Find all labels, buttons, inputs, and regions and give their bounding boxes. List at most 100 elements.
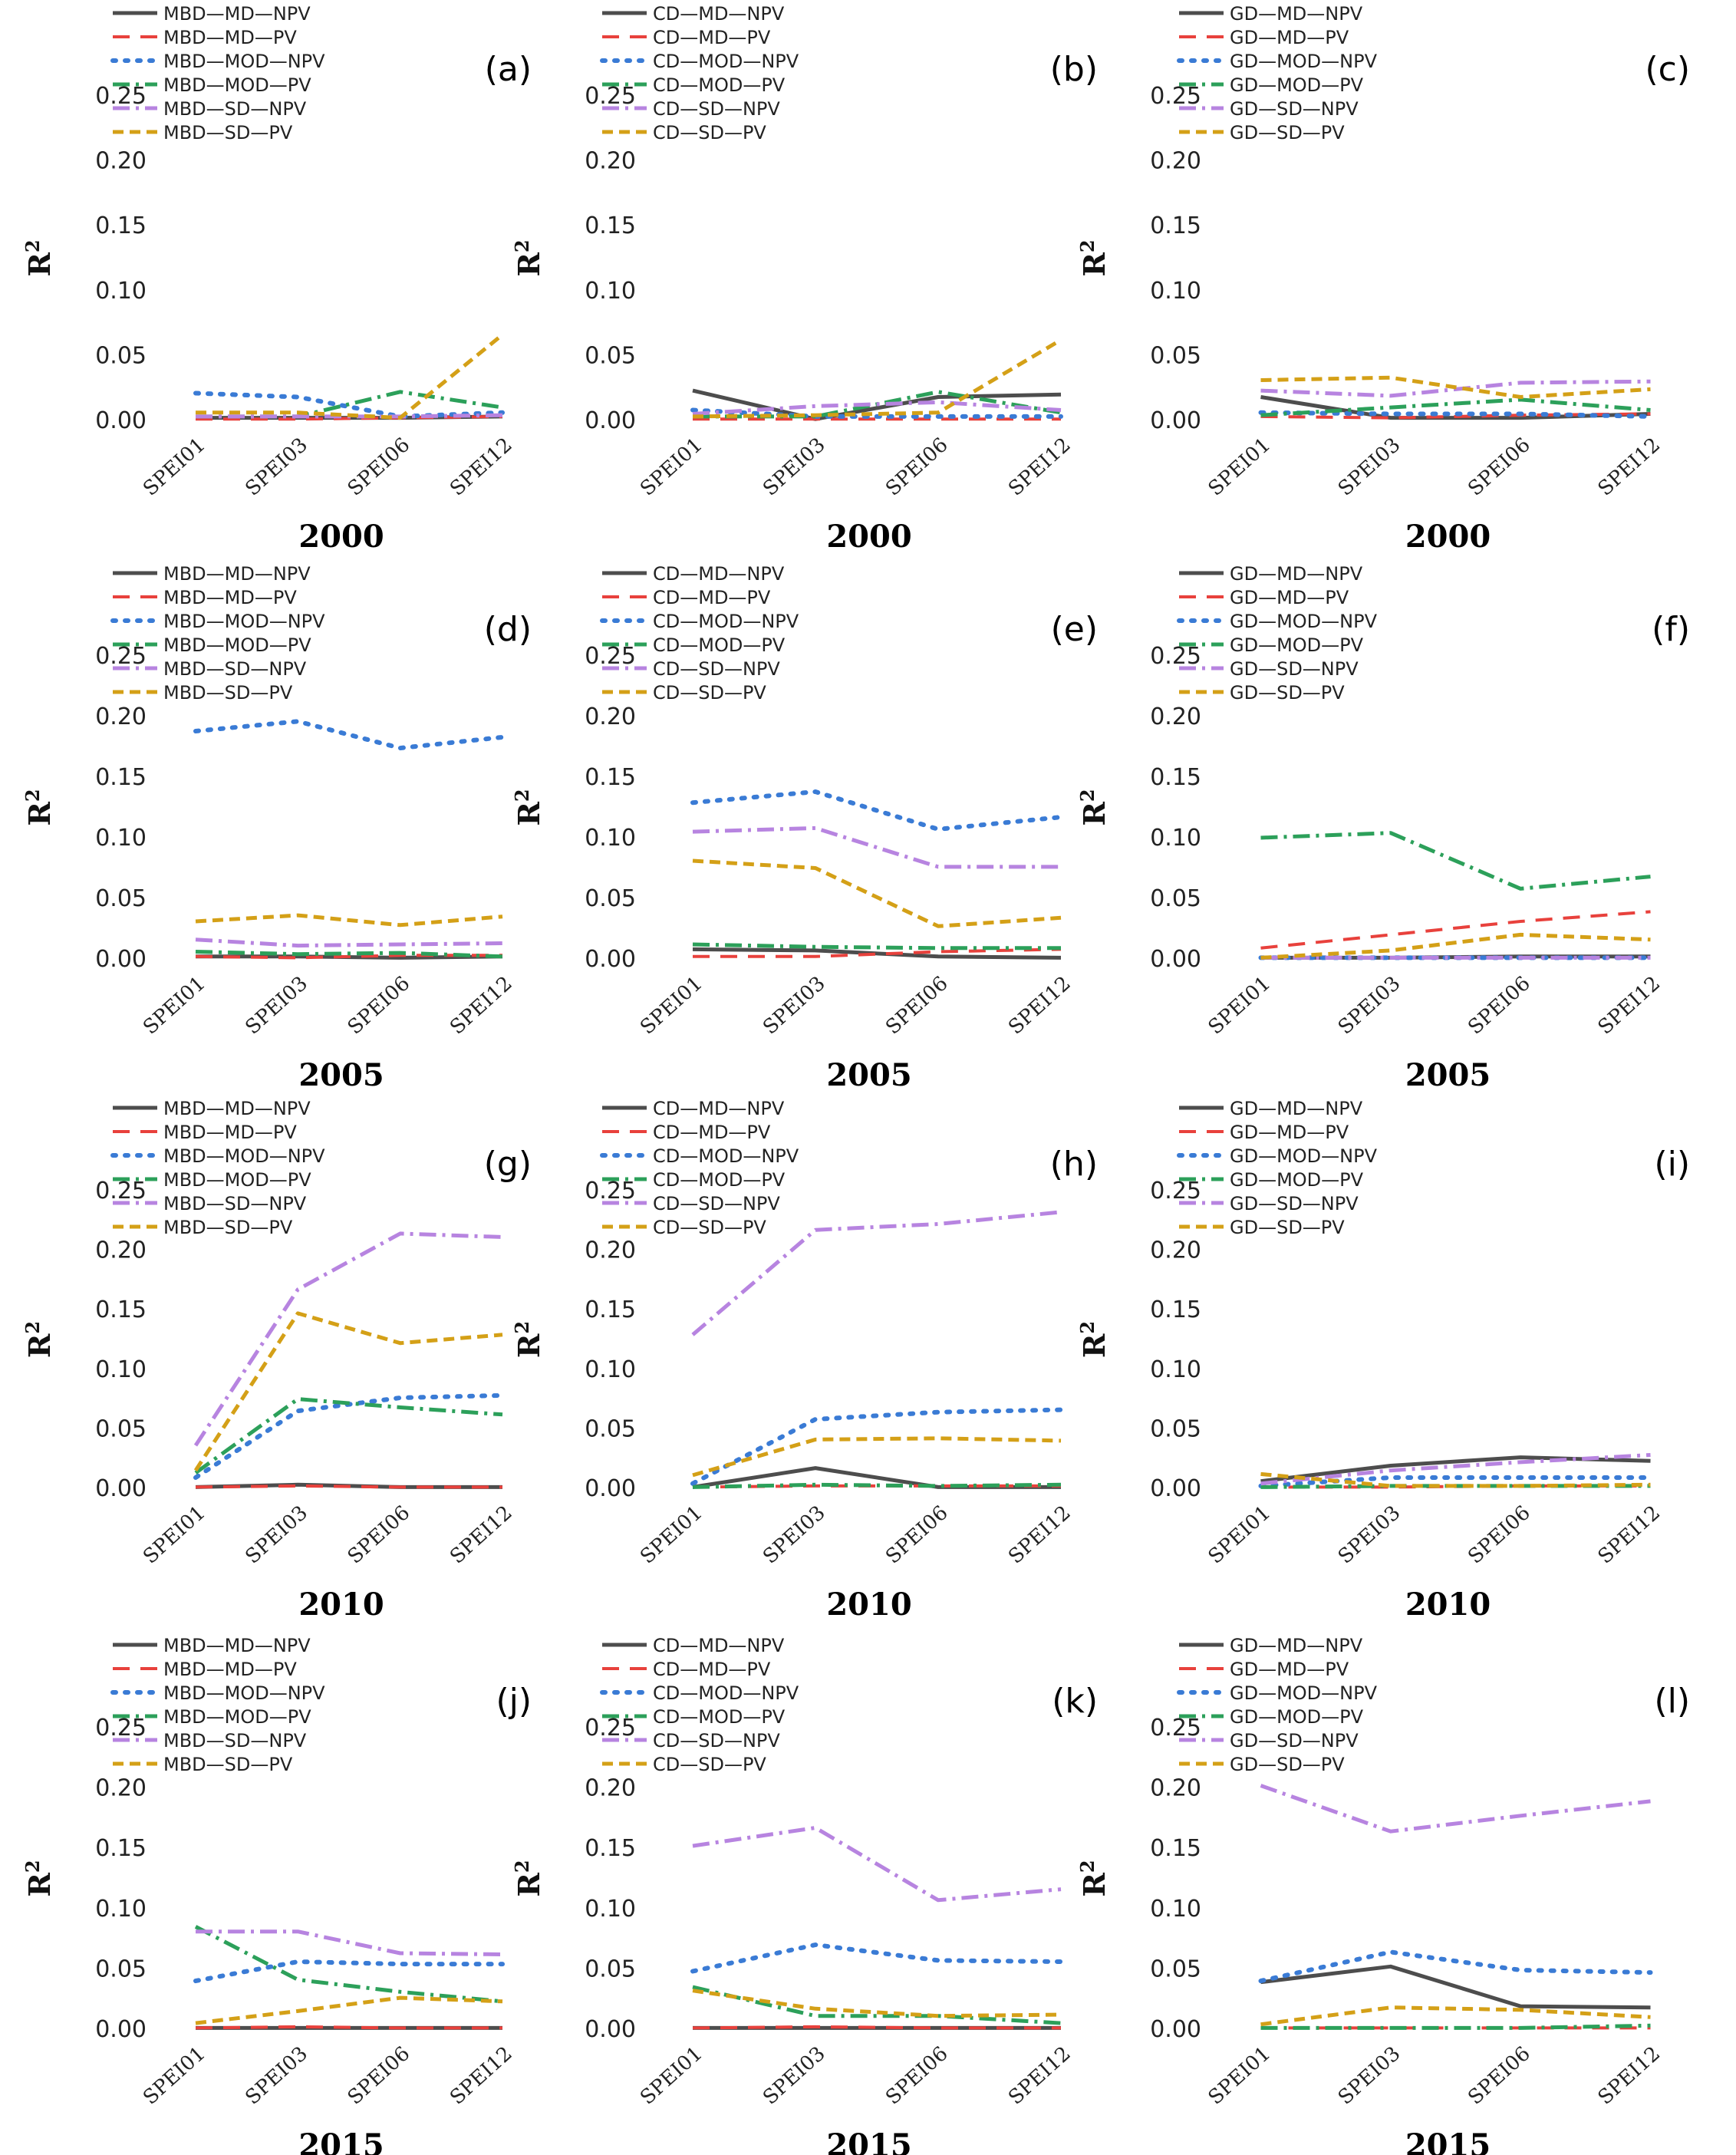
y-tick-label: 0.20 [585,704,636,730]
panel-e: 0.00 0.05 0.10 0.15 0.20 0.25 R2 SPEI01 SPEI03 SP… [511,563,1098,1093]
series-line-mod-pv [194,1925,503,2004]
series-line-sd-npv [692,1826,1062,1903]
y-tick-label: 0.20 [1150,148,1201,175]
x-tick-label: SPEI06 [1464,1501,1535,1569]
chart-title: 2005 [1405,1057,1491,1093]
series-line-md-pv [196,414,503,421]
legend-entry: CD—MOD—NPV [653,1682,799,1704]
y-tick-label: 0.20 [585,1775,636,1802]
legend-entry: GD—SD—PV [1230,1754,1345,1775]
y-tick-label: 0.15 [95,764,147,791]
chart-title: 2000 [298,519,384,555]
legend-entry: GD—SD—NPV [1230,1730,1359,1751]
y-tick-label: 0.00 [585,946,636,973]
series-line-sd-npv [691,1210,1062,1336]
legend-entry: MBD—MOD—PV [163,1169,311,1191]
legend-entry: CD—SD—PV [653,682,766,704]
series-line-sd-pv [193,1311,503,1472]
legend-entry: GD—MOD—NPV [1230,1145,1378,1167]
x-tick-label: SPEI06 [344,1501,415,1569]
series-line-sd-pv [692,1436,1062,1478]
x-tick-label: SPEI06 [1464,433,1535,501]
y-tick-label: 0.25 [95,1715,147,1741]
panel-label: (e) [1051,610,1098,649]
legend-entry: MBD—MOD—PV [163,634,311,656]
y-tick-label: 0.25 [1150,1715,1201,1741]
series-line-md-pv [195,954,502,960]
legend-entry: GD—MD—NPV [1230,563,1363,585]
legend-entry: GD—SD—NPV [1230,98,1359,120]
x-tick-label: SPEI12 [1004,1501,1076,1569]
series-line-mod-pv [692,942,1061,951]
y-axis-label: R2 [21,239,57,276]
x-tick-label: SPEI03 [759,433,830,501]
y-tick-label: 0.15 [585,1835,636,1862]
x-tick-label: SPEI03 [1334,433,1405,501]
x-tick-label: SPEI01 [139,433,210,501]
x-tick-label: SPEI01 [636,972,707,1040]
y-tick-label: 0.20 [1150,704,1201,730]
chart-title: 2010 [298,1587,384,1623]
series-line-mod-pv [1260,2023,1651,2030]
y-tick-label: 0.25 [1150,643,1201,670]
y-tick-label: 0.15 [95,213,147,239]
y-tick-label: 0.00 [95,1475,147,1502]
panel-label: (l) [1654,1682,1690,1721]
legend-entry: CD—MOD—PV [653,1706,786,1728]
legend-entry: GD—SD—PV [1230,682,1345,704]
legend-entry: GD—MD—PV [1230,1659,1349,1680]
legend-entry: GD—MD—PV [1230,1122,1349,1143]
series-line-mod-pv [194,1397,503,1475]
series-line-sd-npv [692,400,1062,416]
legend-entry: MBD—MOD—NPV [163,1145,325,1167]
legend-entry: CD—MD—NPV [653,563,785,585]
chart-title: 2005 [298,1057,384,1093]
y-tick-label: 0.10 [585,1356,636,1383]
x-tick-label: SPEI12 [446,433,517,501]
x-tick-label: SPEI03 [1334,1501,1405,1569]
y-tick-label: 0.05 [95,342,147,369]
chart-title: 2000 [1405,519,1491,555]
x-tick-label: SPEI03 [759,1501,830,1569]
y-tick-label: 0.20 [1150,1775,1201,1802]
legend-entry: MBD—MD—NPV [163,1635,311,1656]
series-line-sd-pv [1260,375,1651,399]
y-tick-label: 0.05 [585,885,636,912]
legend-entry: MBD—MOD—PV [163,74,311,96]
y-tick-label: 0.10 [95,1356,147,1383]
y-tick-label: 0.20 [585,148,636,175]
legend-entry: GD—SD—PV [1230,1217,1345,1238]
y-axis-label: R2 [1076,239,1112,276]
y-tick-label: 0.00 [95,407,147,434]
legend-entry: MBD—SD—PV [163,682,293,704]
x-tick-label: SPEI12 [1594,1501,1665,1569]
legend-entry: GD—SD—PV [1230,122,1345,143]
x-tick-label: SPEI03 [241,972,312,1040]
x-tick-label: SPEI06 [344,2042,415,2110]
legend-entry: MBD—MD—PV [163,1122,297,1143]
series-line-mod-npv [690,789,1063,832]
legend-entry: MBD—MD—PV [163,1659,297,1680]
x-tick-label: SPEI12 [1004,2042,1076,2110]
x-tick-label: SPEI01 [1204,1501,1276,1569]
series-line-sd-pv [1260,1471,1651,1488]
legend-entry: MBD—SD—PV [163,1754,293,1775]
series-line-sd-pv [1260,932,1651,960]
x-tick-label: SPEI06 [1464,2042,1535,2110]
y-axis-label: R2 [21,1860,57,1896]
panel-label: (k) [1052,1682,1098,1721]
y-axis-label: R2 [21,1321,57,1358]
panel-b: 0.00 0.05 0.10 0.15 0.20 0.25 R2 SPEI01 SPEI03 SP… [511,3,1098,555]
y-tick-label: 0.10 [1150,825,1201,852]
chart-title: 2015 [298,2127,384,2155]
chart-title: 2000 [826,519,911,555]
panel-label: (f) [1652,610,1690,649]
chart-title: 2010 [826,1587,911,1623]
panel-c: 0.00 0.05 0.10 0.15 0.20 0.25 R2 SPEI01 SPEI03 SP… [1076,3,1690,555]
panel-label: (b) [1050,50,1098,89]
y-tick-label: 0.00 [1150,2016,1201,2043]
panel-k: 0.00 0.05 0.10 0.15 0.20 0.25 R2 SPEI01 SPEI03 SP… [511,1635,1098,2155]
series-line-mod-pv [692,1985,1062,2025]
x-tick-label: SPEI03 [1334,972,1405,1040]
